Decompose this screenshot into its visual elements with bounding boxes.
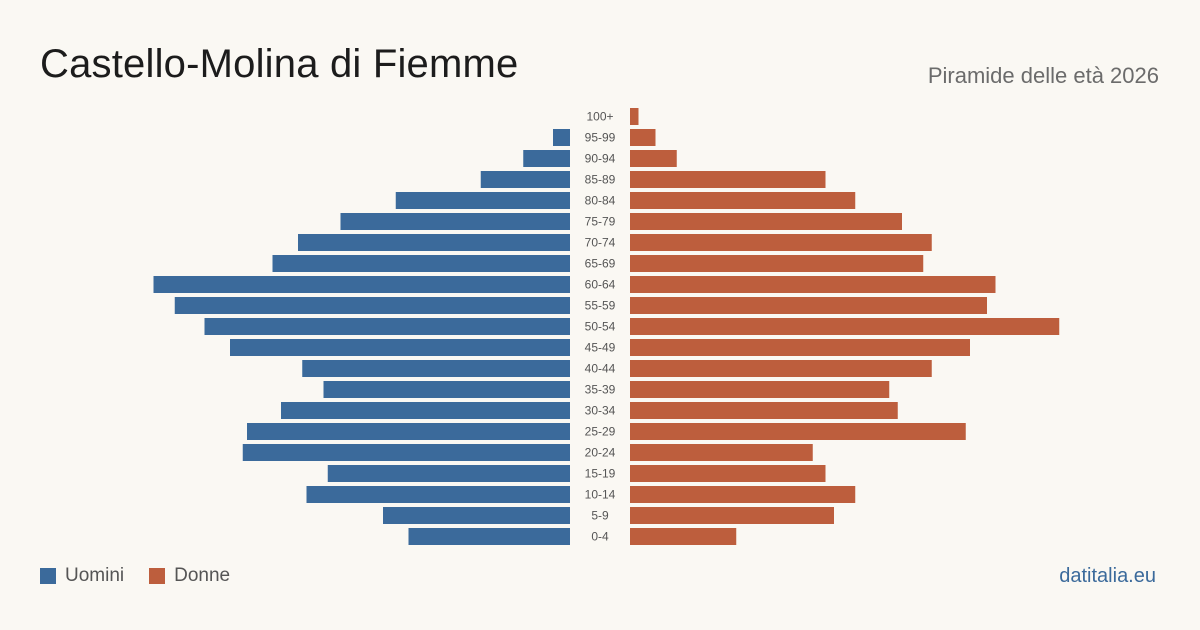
- legend-label-women: Donne: [174, 565, 231, 586]
- page-title: Castello-Molina di Fiemme: [40, 42, 519, 86]
- bar-women-80-84: [630, 192, 856, 209]
- age-label-35-39: 35-39: [585, 383, 616, 397]
- bar-men-50-54: [204, 318, 570, 335]
- legend: Uomini Donne: [40, 565, 255, 587]
- age-label-90-94: 90-94: [585, 152, 616, 166]
- legend-swatch-men: [40, 568, 56, 584]
- chart-subtitle: Piramide delle età 2026: [927, 63, 1159, 88]
- bar-women-85-89: [630, 171, 826, 188]
- age-label-20-24: 20-24: [585, 446, 616, 460]
- bar-men-15-19: [327, 465, 570, 482]
- age-label-10-14: 10-14: [585, 488, 616, 502]
- age-label-0-4: 0-4: [591, 530, 609, 544]
- bar-women-25-29: [630, 423, 966, 440]
- bar-men-60-64: [153, 276, 570, 293]
- bar-men-35-39: [323, 381, 570, 398]
- bar-men-10-14: [306, 486, 570, 503]
- bar-men-75-79: [340, 213, 570, 230]
- bar-women-50-54: [630, 318, 1060, 335]
- bar-men-65-69: [272, 255, 570, 272]
- bar-women-95-99: [630, 129, 656, 146]
- bar-women-35-39: [630, 381, 890, 398]
- bar-men-95-99: [553, 129, 570, 146]
- legend-swatch-women: [149, 568, 166, 584]
- age-label-100plus: 100+: [586, 110, 613, 124]
- bar-women-60-64: [630, 276, 996, 293]
- age-label-75-79: 75-79: [585, 215, 616, 229]
- bar-women-40-44: [630, 360, 932, 377]
- legend-item-men: Uomini: [40, 565, 124, 587]
- bar-men-85-89: [480, 171, 570, 188]
- bar-women-75-79: [630, 213, 902, 230]
- bar-women-0-4: [630, 528, 737, 545]
- age-label-60-64: 60-64: [585, 278, 616, 292]
- age-label-15-19: 15-19: [585, 467, 616, 481]
- age-label-70-74: 70-74: [585, 236, 616, 250]
- bar-women-70-74: [630, 234, 932, 251]
- bar-men-70-74: [298, 234, 570, 251]
- age-label-55-59: 55-59: [585, 299, 616, 313]
- legend-item-women: Donne: [149, 565, 230, 587]
- age-label-45-49: 45-49: [585, 341, 616, 355]
- bar-women-5-9: [630, 507, 834, 524]
- age-label-65-69: 65-69: [585, 257, 616, 271]
- age-label-30-34: 30-34: [585, 404, 616, 418]
- legend-label-men: Uomini: [65, 565, 125, 586]
- age-labels-group: 100+ 95-99 90-94 85-89 80-84 75-79 70-74 65-69 6…: [585, 110, 616, 544]
- bar-women-15-19: [630, 465, 826, 482]
- age-label-85-89: 85-89: [585, 173, 616, 187]
- bar-women-90-94: [630, 150, 677, 167]
- bar-men-20-24: [242, 444, 570, 461]
- men-bars-group: [153, 129, 570, 545]
- bar-women-10-14: [630, 486, 856, 503]
- women-bars-group: [630, 108, 1060, 545]
- bar-men-80-84: [395, 192, 570, 209]
- brand-link[interactable]: datitalia.eu: [1059, 565, 1156, 587]
- bar-men-0-4: [408, 528, 570, 545]
- bar-men-40-44: [302, 360, 570, 377]
- bar-women-30-34: [630, 402, 898, 419]
- age-label-80-84: 80-84: [585, 194, 616, 208]
- bar-women-65-69: [630, 255, 924, 272]
- bar-women-20-24: [630, 444, 813, 461]
- bar-women-100plus: [630, 108, 639, 125]
- bar-men-30-34: [281, 402, 570, 419]
- age-label-25-29: 25-29: [585, 425, 616, 439]
- bar-men-55-59: [174, 297, 570, 314]
- age-label-50-54: 50-54: [585, 320, 616, 334]
- age-label-95-99: 95-99: [585, 131, 616, 145]
- bar-men-25-29: [247, 423, 570, 440]
- age-label-40-44: 40-44: [585, 362, 616, 376]
- bar-women-55-59: [630, 297, 987, 314]
- bar-men-5-9: [383, 507, 570, 524]
- bar-men-90-94: [523, 150, 570, 167]
- bar-women-45-49: [630, 339, 970, 356]
- age-label-5-9: 5-9: [591, 509, 609, 523]
- bar-men-45-49: [230, 339, 570, 356]
